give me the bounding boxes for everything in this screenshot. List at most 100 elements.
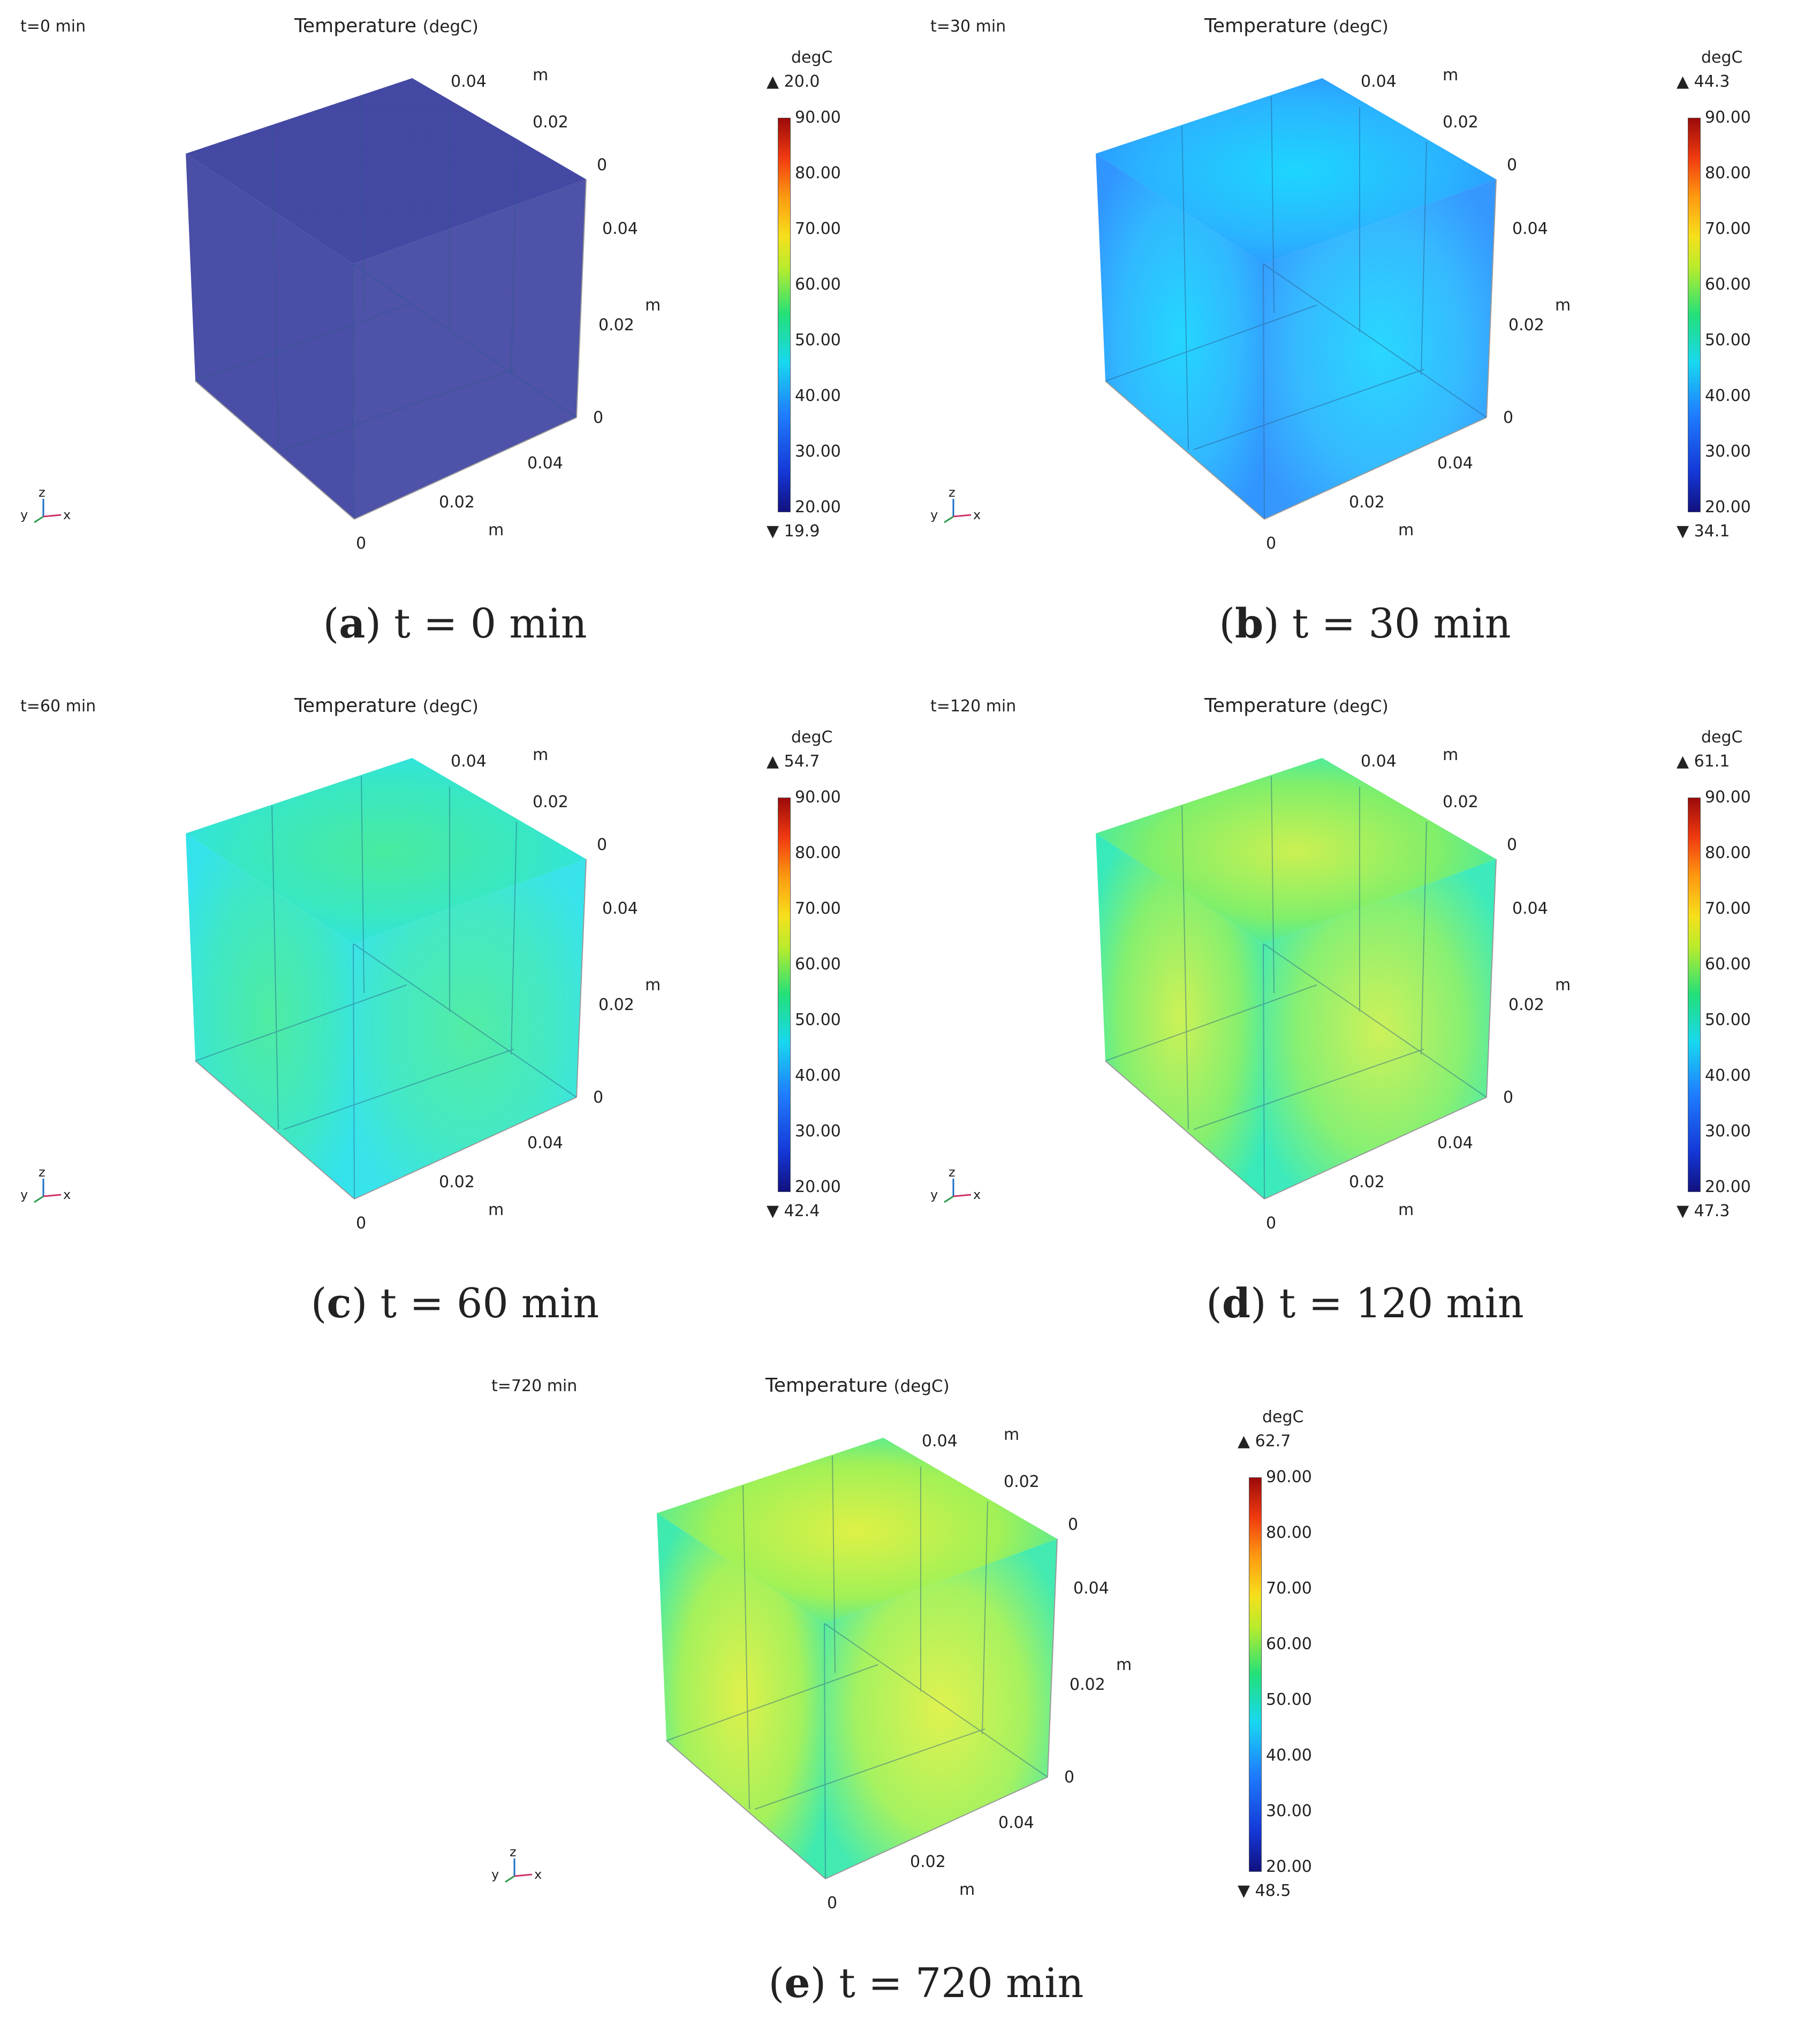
tick-x-mid: 0.02 <box>1349 493 1385 512</box>
tick-z-top: 0 <box>597 836 607 854</box>
plot-title: Temperature (degC) <box>294 15 479 37</box>
colorbar-tick: 80.00 <box>1705 844 1751 862</box>
svg-text:z: z <box>510 1847 517 1860</box>
temperature-cube: 0.04 0.02 m 0 0.04 m 0.02 0 0.04 0.02 m … <box>657 1425 1132 1912</box>
tick-y-mid: 0.02 <box>1443 113 1478 132</box>
time-label: t=30 min <box>930 17 1006 36</box>
colorbar-tick: 70.00 <box>795 219 841 238</box>
colorbar-tick: 50.00 <box>795 331 841 350</box>
unit-y: m <box>1004 1425 1019 1444</box>
tick-x-zero: 0 <box>356 534 366 553</box>
tick-y-far: 0.04 <box>1361 72 1397 91</box>
colorbar-min-value: ▼ 42.4 <box>767 1202 820 1220</box>
time-label: t=720 min <box>491 1377 578 1395</box>
cube-left-face <box>186 833 354 1199</box>
tick-z-zero: 0 <box>593 1088 603 1107</box>
svg-text:z: z <box>949 1167 956 1180</box>
svg-text:y: y <box>491 1867 499 1882</box>
colorbar-tick: 80.00 <box>1705 164 1751 183</box>
colorbar-tick: 70.00 <box>1705 219 1751 238</box>
colorbar-tick: 40.00 <box>1266 1746 1312 1765</box>
colorbar-tick: 80.00 <box>795 164 841 183</box>
tick-x-zero: 0 <box>1266 534 1276 553</box>
axis-lines <box>1105 179 1497 520</box>
tick-z-far: 0.04 <box>1512 219 1548 238</box>
cube-gridlines <box>1105 96 1487 520</box>
colorbar-tick: 40.00 <box>795 386 841 405</box>
colorbar-tick: 90.00 <box>1705 788 1751 807</box>
colorbar <box>1688 118 1701 512</box>
colorbar-max-value: ▲ 62.7 <box>1238 1432 1291 1451</box>
colorbar-tick: 90.00 <box>1266 1468 1312 1486</box>
colorbar-tick: 20.00 <box>1705 498 1751 517</box>
colorbar-tick: 90.00 <box>795 788 841 807</box>
temperature-cube: 0.04 0.02 m 0 0.04 m 0.02 0 0.04 0.02 m … <box>186 746 661 1233</box>
svg-text:y: y <box>20 1187 28 1202</box>
axis-triad: z x y <box>20 487 71 523</box>
colorbar-tick: 70.00 <box>795 899 841 918</box>
colorbar-min-value: ▼ 48.5 <box>1238 1881 1291 1900</box>
tick-x-zero: 0 <box>827 1894 837 1912</box>
colorbar-unit: degC <box>1262 1408 1304 1426</box>
svg-text:z: z <box>39 1167 46 1180</box>
tick-y-mid: 0.02 <box>1004 1473 1040 1491</box>
cube-gridlines <box>666 1455 1048 1879</box>
colorbar-tick: 90.00 <box>795 108 841 127</box>
panel-caption: (d) t = 120 min <box>1206 1279 1524 1327</box>
tick-x-mid: 0.02 <box>439 1173 475 1191</box>
panel-b: t=30 min Temperature (degC) <box>910 0 1820 647</box>
tick-x-far: 0.04 <box>1437 454 1473 473</box>
panel-caption: (c) t = 60 min <box>310 1279 600 1327</box>
cube-top-face <box>1096 78 1496 264</box>
tick-z-far: 0.04 <box>602 899 638 918</box>
tick-z-top: 0 <box>597 156 607 174</box>
panel-caption: (a) t = 0 min <box>323 599 587 647</box>
temperature-cube: 0.04 0.02 m 0 0.04 m 0.02 0 0.04 0.02 m … <box>186 66 661 553</box>
colorbar-tick: 20.00 <box>795 1178 841 1196</box>
tick-x-mid: 0.02 <box>439 493 475 512</box>
plot-title: Temperature (degC) <box>1204 15 1389 37</box>
cube-right-face <box>353 859 586 1199</box>
unit-y: m <box>533 66 548 85</box>
tick-x-far: 0.04 <box>527 454 563 473</box>
panel-caption: (e) t = 720 min <box>768 1959 1084 2007</box>
svg-text:x: x <box>534 1867 542 1882</box>
unit-x: m <box>488 521 504 540</box>
cube-left-face <box>186 154 354 519</box>
unit-x: m <box>488 1201 504 1219</box>
tick-y-mid: 0.02 <box>533 113 568 132</box>
colorbar-max-value: ▲ 54.7 <box>767 752 820 771</box>
tick-z-top: 0 <box>1507 156 1517 174</box>
tick-x-zero: 0 <box>1266 1214 1276 1233</box>
colorbar-tick: 90.00 <box>1705 108 1751 127</box>
unit-x: m <box>959 1880 975 1899</box>
colorbar-tick: 70.00 <box>1266 1579 1312 1598</box>
tick-y-far: 0.04 <box>922 1432 958 1451</box>
colorbar-unit: degC <box>1701 48 1743 67</box>
tick-x-mid: 0.02 <box>1349 1173 1385 1191</box>
plot-title: Temperature (degC) <box>294 695 479 717</box>
svg-text:x: x <box>63 1187 71 1202</box>
colorbar-min-value: ▼ 34.1 <box>1677 522 1730 541</box>
cube-top-face <box>657 1438 1057 1623</box>
plot-title-unit: (degC) <box>893 1377 950 1396</box>
unit-z: m <box>645 296 661 315</box>
colorbar-tick: 30.00 <box>795 1122 841 1141</box>
plot-title: Temperature (degC) <box>765 1375 950 1397</box>
tick-z-far: 0.04 <box>1073 1579 1109 1598</box>
tick-y-mid: 0.02 <box>533 793 568 811</box>
tick-x-far: 0.04 <box>527 1134 563 1152</box>
cube-right-face <box>1263 859 1496 1199</box>
svg-text:x: x <box>973 1187 981 1202</box>
unit-z: m <box>1555 296 1571 315</box>
plot-title-unit: (degC) <box>1332 17 1389 36</box>
colorbar-max-value: ▲ 20.0 <box>767 72 820 91</box>
colorbar-tick: 60.00 <box>1266 1635 1312 1653</box>
axis-triad: z x y <box>930 1167 981 1203</box>
colorbar-tick: 40.00 <box>1705 1066 1751 1085</box>
tick-x-far: 0.04 <box>998 1813 1034 1832</box>
colorbar-tick: 80.00 <box>1266 1523 1312 1542</box>
panel-a: t=0 min Temperature (degC) <box>0 0 910 647</box>
colorbar-tick: 60.00 <box>1705 275 1751 294</box>
tick-y-far: 0.04 <box>451 752 487 771</box>
